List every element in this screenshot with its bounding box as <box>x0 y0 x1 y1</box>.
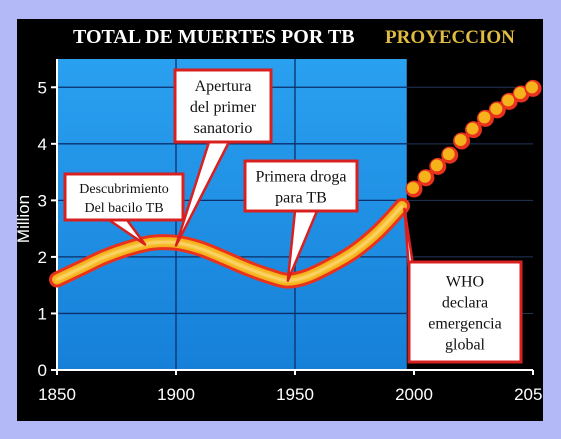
chart-title: TOTAL DE MUERTES POR TB <box>73 26 355 48</box>
historical-line-highlight <box>55 204 404 283</box>
projection-point-core <box>478 111 491 124</box>
projection-point-core <box>502 94 515 107</box>
y-tick-label: 0 <box>38 361 47 380</box>
projection-point-core <box>407 182 419 195</box>
projection-point-core <box>514 87 527 100</box>
x-tick-label: 1900 <box>157 385 195 404</box>
callout-line: Apertura <box>195 78 252 95</box>
x-tick-label: 2000 <box>395 385 433 404</box>
y-tick-label: 2 <box>38 248 47 267</box>
y-tick-label: 5 <box>38 78 47 97</box>
callout-line: emergencia <box>428 315 501 332</box>
chart-frame: 0 1 2 3 4 5 1850 1900 1950 2000 2050 Descubrimient… <box>17 19 543 421</box>
projection-point-core <box>442 148 455 161</box>
annotation-callout: Apertura del primer sanatorio <box>173 68 273 247</box>
axes: 0 1 2 3 4 5 1850 1900 1950 2000 2050 <box>38 59 543 404</box>
callout-line: global <box>445 336 486 353</box>
callout-line: Primera droga <box>255 168 346 185</box>
callout-box <box>407 260 523 364</box>
callout-line: sanatorio <box>194 120 253 137</box>
annotation-callout: WHO declara emergencia global <box>403 207 523 364</box>
callout-box <box>63 172 185 222</box>
annotation-callout: Descubrimiento Del bacilo TB <box>63 172 185 246</box>
callout-line: declara <box>442 294 488 311</box>
annotation-callout: Primera droga para TB <box>243 159 359 282</box>
projection-point-core <box>454 133 467 146</box>
y-tick-label: 3 <box>38 191 47 210</box>
projection-point-core <box>418 170 431 183</box>
callouts: Descubrimiento Del bacilo TB Apertura del p… <box>63 68 523 364</box>
x-tick-label: 1950 <box>276 385 314 404</box>
projection-point-core <box>430 159 443 172</box>
y-tick-label: 4 <box>38 135 47 154</box>
series-layer <box>49 79 542 289</box>
projection-point-core <box>526 81 538 94</box>
x-tick-label: 2050 <box>514 385 543 404</box>
projection-point-core <box>490 102 503 115</box>
x-tick-label: 1850 <box>38 385 76 404</box>
y-tick-label: 1 <box>38 304 47 323</box>
projection-point-core <box>466 122 479 135</box>
projection-title: PROYECCION <box>385 27 515 48</box>
callout-line: WHO <box>446 273 484 290</box>
callout-line: para TB <box>275 189 327 206</box>
callout-line: Descubrimiento <box>79 182 168 197</box>
callout-line: Del bacilo TB <box>84 201 163 216</box>
y-axis-label: Million <box>17 195 33 243</box>
callout-line: del primer <box>190 99 257 116</box>
callout-box <box>243 159 359 213</box>
callout-box <box>173 68 273 144</box>
tb-deaths-chart: 0 1 2 3 4 5 1850 1900 1950 2000 2050 Descubrimient… <box>17 26 543 404</box>
